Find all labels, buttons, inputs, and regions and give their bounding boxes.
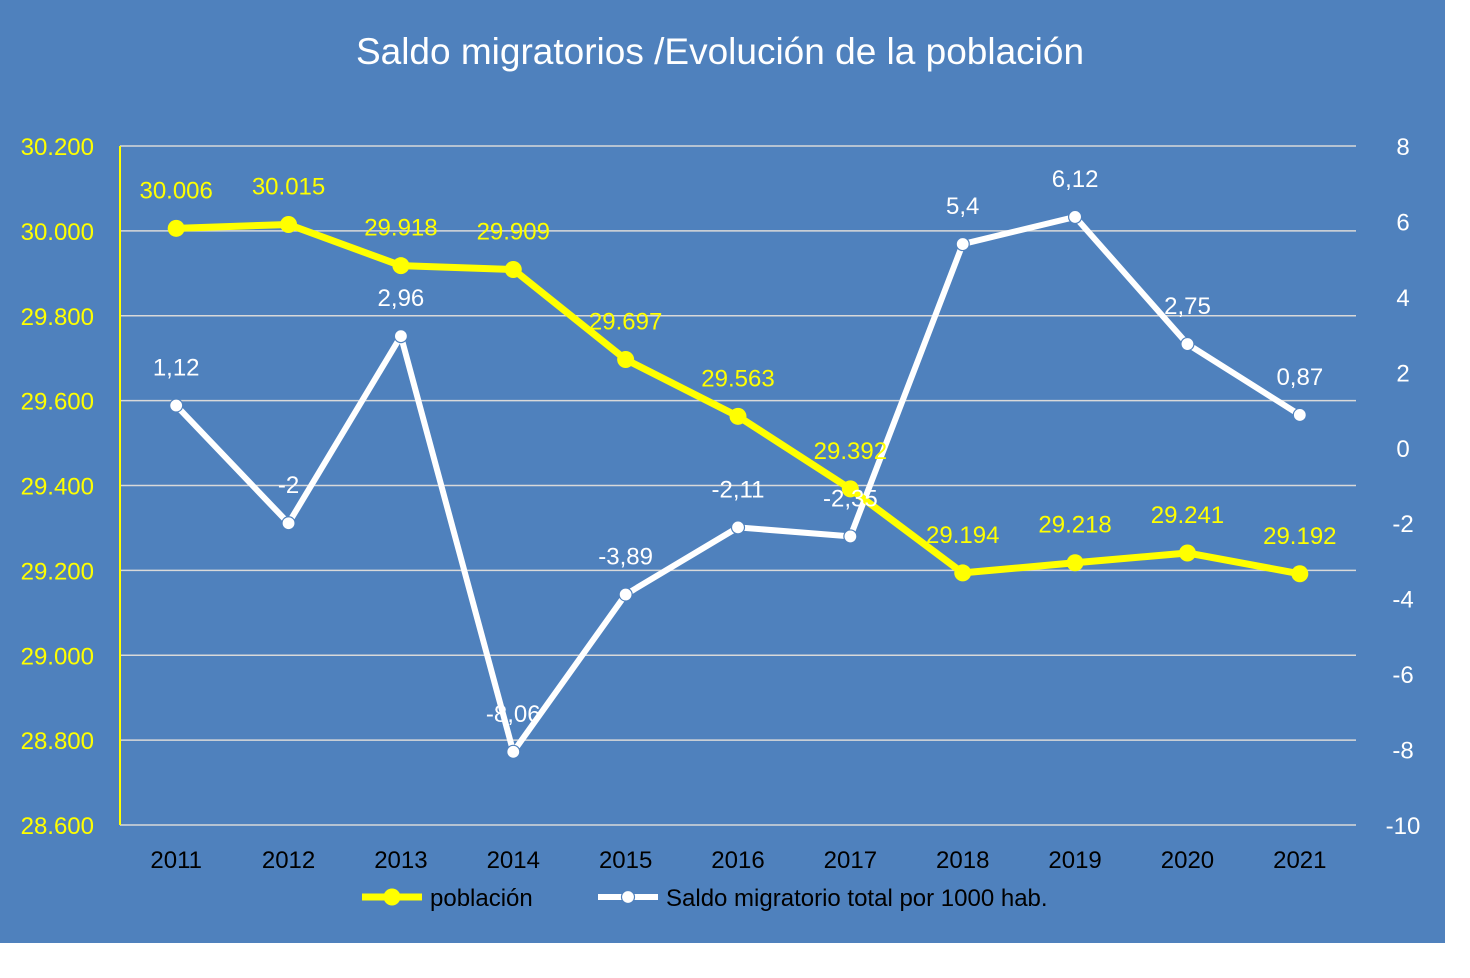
data-label: 5,4 (946, 193, 979, 220)
y-right-tick-label: 8 (1396, 134, 1409, 161)
data-point[interactable] (280, 216, 298, 234)
data-point[interactable] (504, 260, 522, 278)
grid-lines (120, 145, 1356, 826)
x-tick-label: 2019 (1048, 847, 1101, 874)
data-label: 29.392 (814, 438, 887, 465)
data-label: -2 (278, 472, 299, 499)
data-label: 6,12 (1052, 166, 1099, 193)
y-right-tick-label: -2 (1392, 511, 1413, 538)
data-point[interactable] (843, 529, 858, 544)
data-label: 29.241 (1151, 502, 1224, 529)
y-right-tick-label: 2 (1396, 360, 1409, 387)
data-label: 1,12 (153, 355, 200, 382)
data-point[interactable] (1292, 407, 1307, 423)
x-tick-label: 2018 (936, 847, 989, 874)
y-left-tick-label: 29.400 (21, 474, 94, 501)
data-point[interactable] (167, 219, 185, 237)
legend-marker (620, 889, 636, 905)
y-left-tick-label: 28.800 (21, 728, 94, 755)
data-point[interactable] (393, 329, 409, 344)
x-tick-label: 2020 (1161, 847, 1214, 874)
legend: población Saldo migratorio total por 1000… (362, 885, 1048, 912)
y-left-tick-label: 30.200 (21, 134, 94, 161)
data-point[interactable] (1067, 209, 1083, 225)
axes: 28.600 28.800 29.000 29.200 29.400 29.600 29.8… (21, 134, 1421, 874)
y-right-tick-label: -4 (1392, 587, 1413, 614)
data-label: 29.697 (589, 308, 662, 335)
x-tick-label: 2014 (487, 847, 540, 874)
y-left-tick-label: 29.800 (21, 304, 94, 331)
legend-marker (383, 888, 401, 906)
y-right-tick-label: -6 (1392, 662, 1413, 689)
y-right-tick-label: 0 (1396, 436, 1409, 463)
x-tick-label: 2013 (374, 847, 427, 874)
data-label: 29.918 (364, 215, 437, 242)
data-point[interactable] (1066, 554, 1084, 572)
data-label: -3,89 (598, 544, 653, 571)
y-right-tick-label: 4 (1396, 285, 1409, 312)
data-label: 30.006 (139, 177, 212, 204)
data-label: -2,35 (823, 485, 878, 512)
data-point[interactable] (1178, 544, 1196, 562)
y-left-tick-label: 29.000 (21, 643, 94, 670)
data-point[interactable] (169, 398, 184, 413)
y-left-tick-label: 30.000 (21, 219, 94, 246)
data-label: 30.015 (252, 174, 325, 201)
data-point[interactable] (617, 350, 635, 368)
data-label: 0,87 (1276, 364, 1323, 391)
data-labels: 1,12 -2 2,96 -8,06 -3,89 -2,11 -2,35 5,4 6,12 2,7… (139, 166, 1336, 728)
data-label: -2,11 (712, 476, 765, 503)
x-tick-label: 2016 (711, 847, 764, 874)
data-point[interactable] (281, 516, 296, 531)
chart-title: Saldo migratorios /Evolución de la pobla… (356, 31, 1084, 72)
data-label: 29.218 (1038, 512, 1111, 539)
data-label: 29.563 (701, 365, 774, 392)
x-tick-label: 2021 (1273, 847, 1326, 874)
data-point[interactable] (841, 480, 859, 498)
data-point[interactable] (729, 407, 747, 425)
chart-background (0, 0, 1445, 943)
data-label: 29.194 (926, 522, 999, 549)
y-right-tick-label: -10 (1386, 813, 1421, 840)
x-tick-label: 2012 (262, 847, 315, 874)
data-label: 2,96 (378, 285, 425, 312)
series (167, 209, 1309, 759)
data-point[interactable] (954, 564, 972, 582)
legend-label: Saldo migratorio total por 1000 hab. (666, 885, 1048, 912)
x-tick-label: 2011 (150, 847, 202, 874)
data-label: -8,06 (486, 701, 541, 728)
legend-label: población (430, 885, 533, 912)
y-left-tick-label: 28.600 (21, 813, 94, 840)
data-point[interactable] (1291, 565, 1309, 583)
y-right-tick-label: 6 (1396, 209, 1409, 236)
data-point[interactable] (730, 520, 746, 535)
x-tick-label: 2015 (599, 847, 652, 874)
data-point[interactable] (955, 236, 970, 252)
data-point[interactable] (392, 257, 410, 275)
y-left-tick-label: 29.200 (21, 558, 94, 585)
x-tick-label: 2017 (824, 847, 877, 874)
data-label: 29.909 (477, 218, 550, 245)
data-label: 29.192 (1263, 523, 1336, 550)
y-left-tick-label: 29.600 (21, 389, 94, 416)
data-point[interactable] (1180, 336, 1195, 352)
data-point[interactable] (506, 744, 521, 759)
y-right-tick-label: -8 (1392, 738, 1413, 765)
data-point[interactable] (618, 587, 633, 602)
data-label: 2,75 (1164, 293, 1211, 320)
